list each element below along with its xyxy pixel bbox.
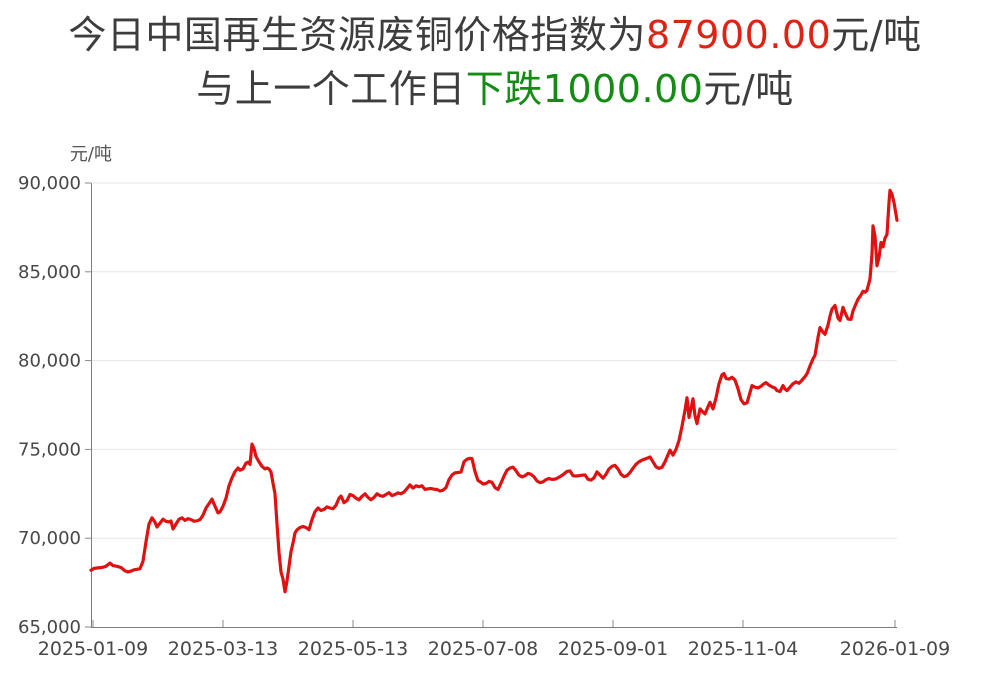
- y-axis-unit-label: 元/吨: [70, 144, 112, 165]
- y-axis-unit: 元/吨: [70, 144, 112, 165]
- x-axis: 2025-01-09 2025-03-13 2025-05-13 2025-07-08…: [38, 620, 950, 660]
- y-axis-tick-label: 85,000: [18, 262, 81, 283]
- title-line-2: 与上一个工作日下跌1000.00元/吨: [0, 62, 990, 116]
- price-index-value: 87900.00: [645, 13, 832, 57]
- x-axis-tick-label: 2025-03-13: [168, 638, 278, 660]
- x-axis-tick-label: 2026-01-09: [840, 638, 950, 660]
- page-title: 今日中国再生资源废铜价格指数为87900.00元/吨 与上一个工作日下跌1000…: [0, 8, 990, 116]
- x-axis-tick-label: 2025-07-08: [428, 638, 538, 660]
- x-axis-tick-label: 2025-09-01: [558, 638, 668, 660]
- title-line2-prefix: 与上一个工作日: [196, 67, 466, 111]
- y-axis-tick-label: 70,000: [18, 528, 81, 549]
- y-axis-tick-label: 65,000: [18, 617, 81, 638]
- title-line2-suffix: 元/吨: [703, 67, 794, 111]
- gridlines: [91, 182, 897, 539]
- x-axis-tick-label: 2025-11-04: [688, 638, 798, 660]
- x-axis-tick-label: 2025-05-13: [298, 638, 408, 660]
- price-line: [89, 188, 899, 594]
- title-line-1: 今日中国再生资源废铜价格指数为87900.00元/吨: [0, 8, 990, 62]
- title-line1-suffix: 元/吨: [831, 13, 922, 57]
- y-axis-tick-label: 75,000: [18, 439, 81, 460]
- y-axis-tick-label: 80,000: [18, 351, 81, 372]
- y-axis: 65,000 70,000 75,000 80,000 85,000 90,000: [18, 173, 92, 638]
- price-change-value: 下跌1000.00: [465, 67, 704, 111]
- title-line1-prefix: 今日中国再生资源废铜价格指数为: [68, 13, 646, 57]
- y-axis-tick-label: 90,000: [18, 173, 81, 194]
- x-axis-tick-label: 2025-01-09: [38, 638, 148, 660]
- price-series: [89, 188, 899, 594]
